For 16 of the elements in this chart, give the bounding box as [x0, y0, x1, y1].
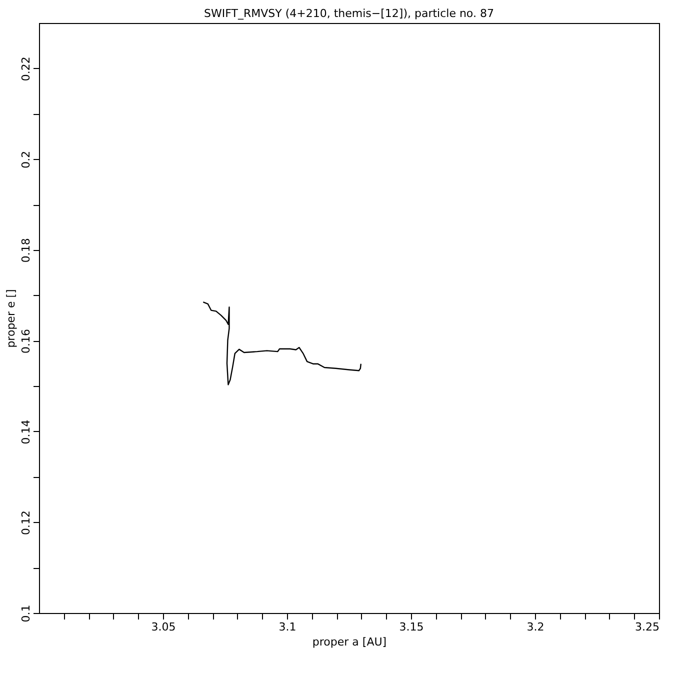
y-tick-label: 0.14 — [20, 420, 32, 444]
y-tick-label: 0.1 — [20, 604, 32, 622]
x-tick-label: 3.25 — [635, 620, 660, 634]
x-tick-label: 3.2 — [526, 620, 544, 634]
line-series — [202, 302, 362, 386]
y-tick-label: 0.2 — [20, 150, 32, 168]
y-tick-label: 0.16 — [20, 328, 32, 354]
x-tick-label: 3.15 — [399, 620, 424, 634]
y-tick-label: 0.12 — [20, 510, 32, 535]
x-tick-label: 3.05 — [151, 620, 176, 634]
y-tick-label: 0.22 — [20, 56, 32, 82]
y-tick-label: 0.18 — [20, 238, 32, 263]
y-axis-title: proper e [] — [4, 289, 18, 348]
chart-title: SWIFT_RMVSY (4+210, themis−[12]), particle no. 87 — [204, 7, 494, 20]
x-tick-label: 3.1 — [278, 620, 296, 634]
x-axis-title: proper a [AU] — [312, 636, 387, 648]
